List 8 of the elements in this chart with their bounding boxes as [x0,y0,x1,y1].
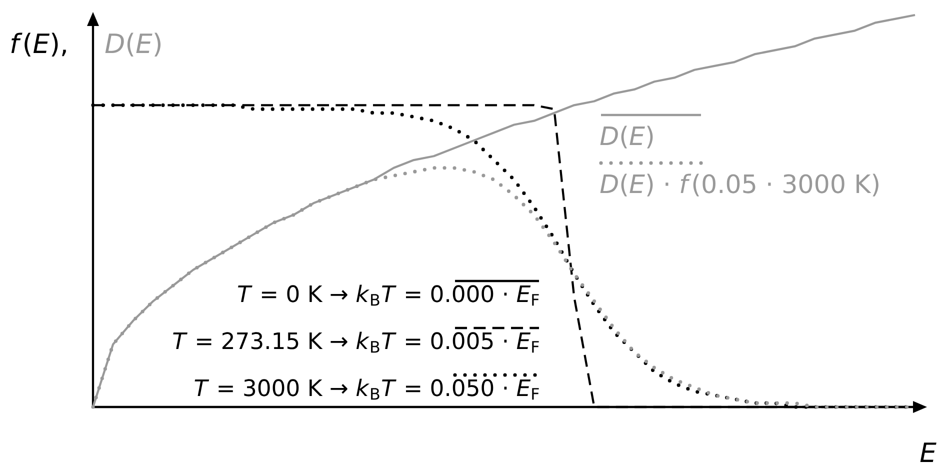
legend-label: D(E) [600,126,653,148]
legend-label: T = 273.15 K → k$_{B}$T = 0.005 · E$_{F}$ [173,332,539,353]
legend-label: D(E) · f(0.05 · 3000 K) [600,174,878,196]
y-axis-title: f(E), [11,32,66,57]
x-axis-title: E [920,442,936,462]
y2-axis-title: D(E) [105,32,161,57]
legend-label: T = 3000 K → k$_{B}$T = 0.050 · E$_{F}$ [194,378,539,400]
legend-label: T = 0 K → k$_{B}$T = 0.000 · E$_{F}$ [238,284,539,306]
